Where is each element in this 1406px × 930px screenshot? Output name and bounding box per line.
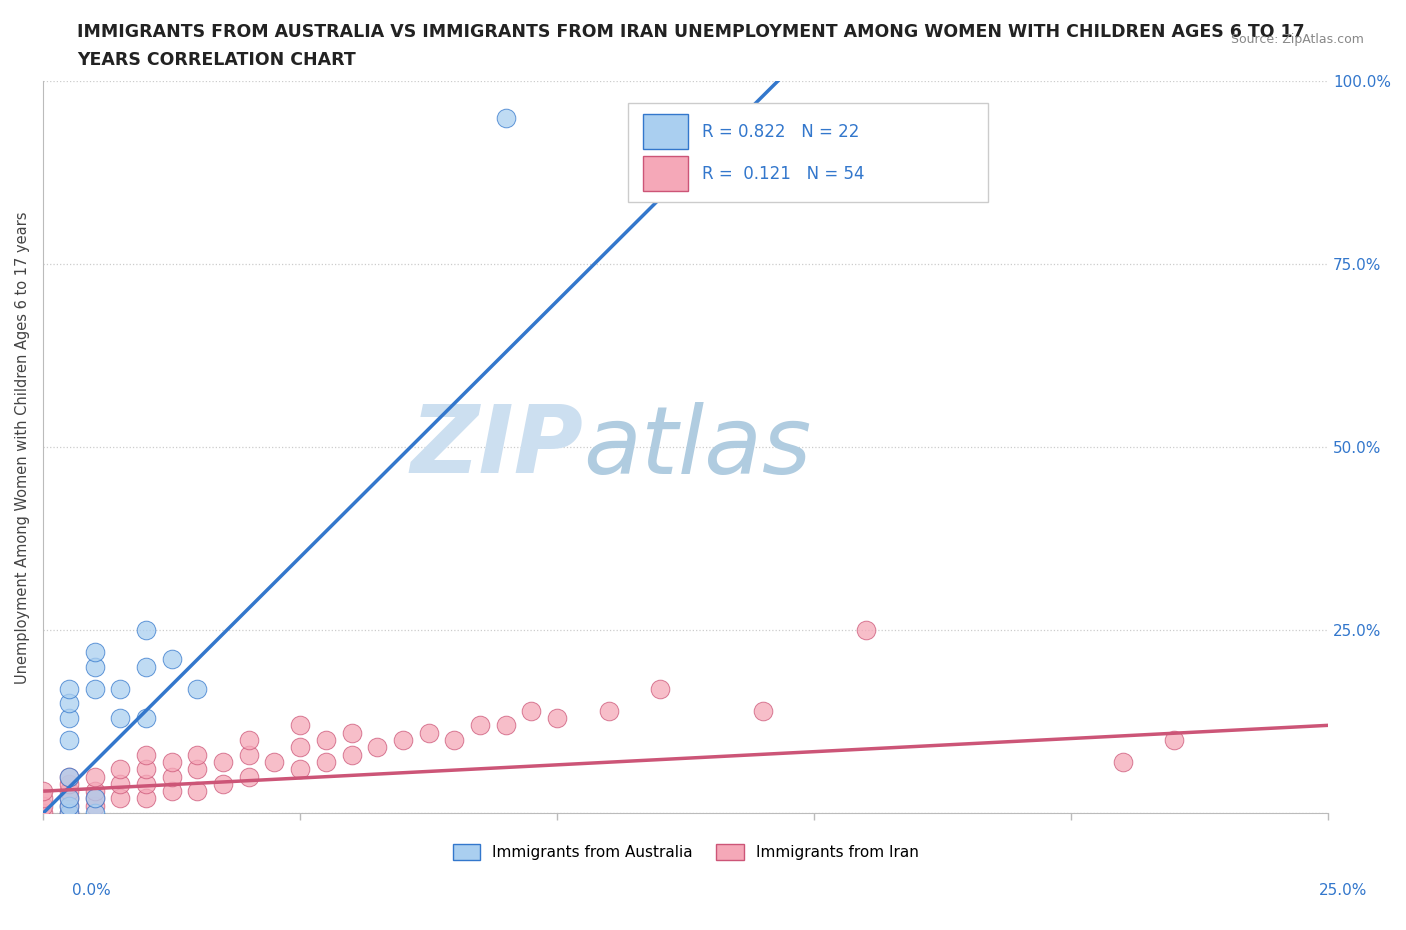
Point: [58, 791, 80, 806]
Point: [366, 740, 388, 755]
Point: [290, 718, 312, 733]
Bar: [644, 156, 688, 192]
Point: [110, 791, 132, 806]
Point: [1111, 754, 1133, 769]
Point: [520, 703, 543, 718]
Point: [58, 777, 80, 791]
Point: [648, 682, 671, 697]
Point: [58, 798, 80, 813]
Point: [238, 733, 260, 748]
Point: [315, 754, 337, 769]
Point: [83, 784, 105, 799]
Point: [32, 784, 55, 799]
Text: IMMIGRANTS FROM AUSTRALIA VS IMMIGRANTS FROM IRAN UNEMPLOYMENT AMONG WOMEN WITH : IMMIGRANTS FROM AUSTRALIA VS IMMIGRANTS …: [77, 23, 1305, 41]
Legend: Immigrants from Australia, Immigrants from Iran: Immigrants from Australia, Immigrants fr…: [453, 844, 918, 860]
Text: Source: ZipAtlas.com: Source: ZipAtlas.com: [1230, 33, 1364, 46]
Point: [443, 733, 465, 748]
FancyBboxPatch shape: [628, 103, 987, 202]
Point: [186, 762, 208, 777]
Point: [340, 725, 363, 740]
Point: [83, 659, 105, 674]
Point: [135, 747, 157, 762]
Point: [263, 754, 285, 769]
Point: [186, 682, 208, 697]
Point: [160, 652, 183, 667]
Point: [58, 784, 80, 799]
Point: [855, 623, 877, 638]
Point: [58, 733, 80, 748]
Text: YEARS CORRELATION CHART: YEARS CORRELATION CHART: [77, 51, 356, 69]
Point: [32, 791, 55, 806]
Point: [135, 659, 157, 674]
Point: [83, 791, 105, 806]
Point: [160, 784, 183, 799]
Point: [495, 111, 517, 126]
Point: [238, 747, 260, 762]
Text: 0.0%: 0.0%: [72, 883, 111, 897]
Point: [83, 805, 105, 820]
Text: 25.0%: 25.0%: [1319, 883, 1367, 897]
Point: [83, 682, 105, 697]
Point: [290, 762, 312, 777]
Point: [135, 623, 157, 638]
Point: [135, 711, 157, 725]
Text: R = 0.822   N = 22: R = 0.822 N = 22: [703, 123, 859, 141]
Point: [315, 733, 337, 748]
Text: ZIP: ZIP: [411, 401, 583, 493]
Point: [468, 718, 491, 733]
Point: [32, 798, 55, 813]
Point: [58, 769, 80, 784]
Point: [212, 777, 235, 791]
Point: [212, 754, 235, 769]
Point: [83, 644, 105, 659]
Point: [83, 769, 105, 784]
Text: atlas: atlas: [583, 402, 811, 493]
Point: [110, 711, 132, 725]
Y-axis label: Unemployment Among Women with Children Ages 6 to 17 years: Unemployment Among Women with Children A…: [15, 211, 30, 684]
Point: [186, 784, 208, 799]
Point: [186, 747, 208, 762]
Point: [135, 777, 157, 791]
Point: [1163, 733, 1185, 748]
Point: [110, 777, 132, 791]
Point: [83, 798, 105, 813]
Point: [135, 791, 157, 806]
Point: [340, 747, 363, 762]
Point: [238, 769, 260, 784]
Point: [160, 754, 183, 769]
Point: [83, 791, 105, 806]
Point: [58, 798, 80, 813]
Point: [546, 711, 568, 725]
Point: [58, 696, 80, 711]
Point: [58, 769, 80, 784]
Point: [58, 682, 80, 697]
Point: [58, 711, 80, 725]
Point: [752, 111, 775, 126]
Point: [135, 762, 157, 777]
Point: [58, 791, 80, 806]
Point: [110, 762, 132, 777]
Text: R =  0.121   N = 54: R = 0.121 N = 54: [703, 165, 865, 182]
Point: [392, 733, 415, 748]
Bar: [644, 114, 688, 150]
Point: [160, 769, 183, 784]
Point: [110, 682, 132, 697]
Point: [598, 703, 620, 718]
Point: [58, 805, 80, 820]
Point: [290, 740, 312, 755]
Point: [32, 805, 55, 820]
Point: [58, 805, 80, 820]
Point: [418, 725, 440, 740]
Point: [495, 718, 517, 733]
Point: [752, 703, 775, 718]
